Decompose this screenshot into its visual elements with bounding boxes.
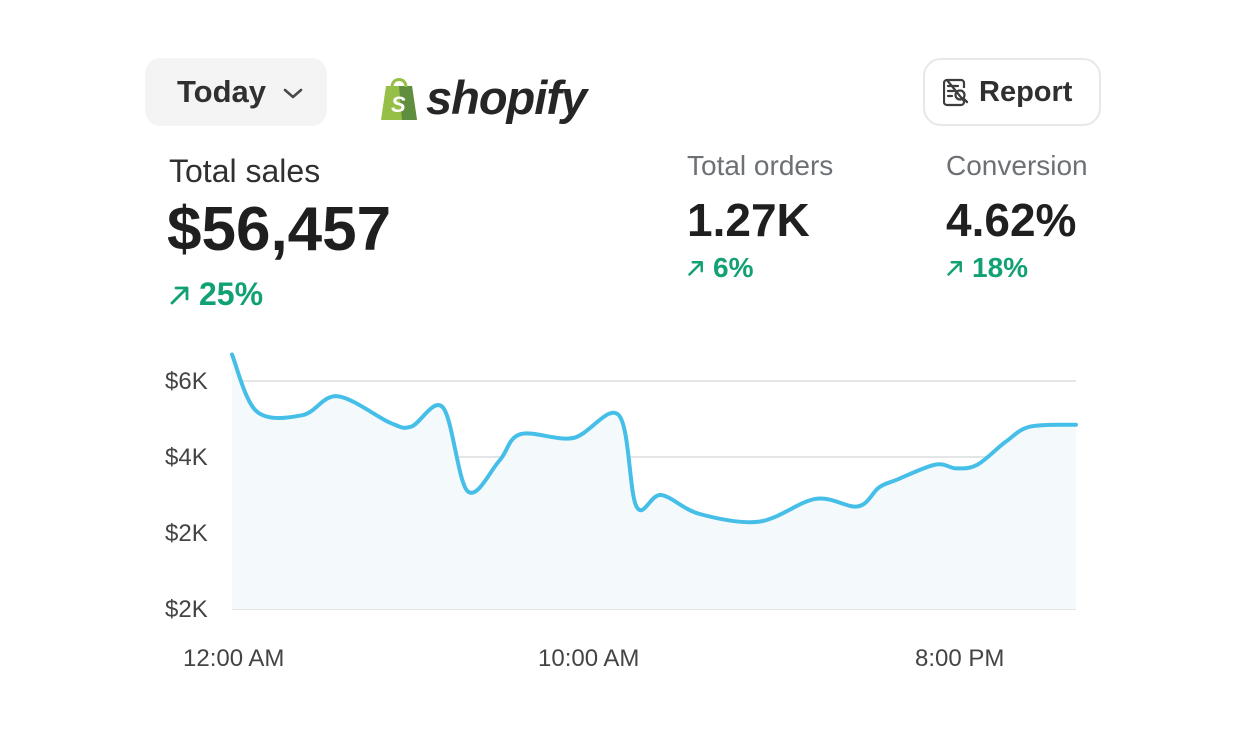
report-button[interactable]: Report bbox=[923, 58, 1101, 126]
conversion-label: Conversion bbox=[946, 150, 1088, 181]
x-tick-label: 8:00 PM bbox=[915, 645, 1004, 672]
total-orders-label: Total orders bbox=[687, 150, 834, 181]
svg-text:S: S bbox=[391, 92, 406, 117]
shopify-bag-icon: S bbox=[381, 77, 417, 120]
y-tick-label: $4K bbox=[165, 444, 208, 471]
total-orders-delta: 6% bbox=[687, 252, 753, 284]
conversion-value: 4.62% bbox=[946, 194, 1077, 246]
report-icon bbox=[943, 78, 969, 107]
period-dropdown-label: Today bbox=[177, 74, 266, 109]
sales-series-line bbox=[230, 352, 1078, 525]
total-sales-value: $56,457 bbox=[167, 195, 392, 264]
y-tick-label: $2K bbox=[165, 596, 208, 623]
conversion-delta-value: 18% bbox=[972, 252, 1029, 283]
total-sales-delta-value: 25% bbox=[199, 276, 264, 312]
x-tick-label: 12:00 AM bbox=[183, 645, 284, 672]
report-button-label: Report bbox=[979, 75, 1073, 108]
period-dropdown[interactable]: Today bbox=[145, 58, 327, 126]
arrow-up-right-icon bbox=[170, 286, 189, 304]
y-tick-label: $6K bbox=[165, 368, 208, 395]
brand-name: shopify bbox=[426, 71, 587, 124]
total-sales-delta: 25% bbox=[169, 276, 263, 313]
brand-logo: S shopify bbox=[378, 70, 587, 125]
series-area-fill bbox=[232, 354, 1076, 609]
total-orders-delta-value: 6% bbox=[713, 252, 754, 283]
conversion-delta: 18% bbox=[946, 252, 1028, 284]
x-tick-label: 10:00 AM bbox=[538, 645, 639, 672]
total-sales-label: Total sales bbox=[169, 153, 321, 189]
total-orders-value: 1.27K bbox=[687, 194, 810, 246]
chevron-down-icon[interactable] bbox=[281, 84, 305, 104]
arrow-up-right-icon bbox=[688, 261, 703, 276]
y-tick-label: $2K bbox=[165, 520, 208, 547]
arrow-up-right-icon bbox=[947, 261, 962, 276]
